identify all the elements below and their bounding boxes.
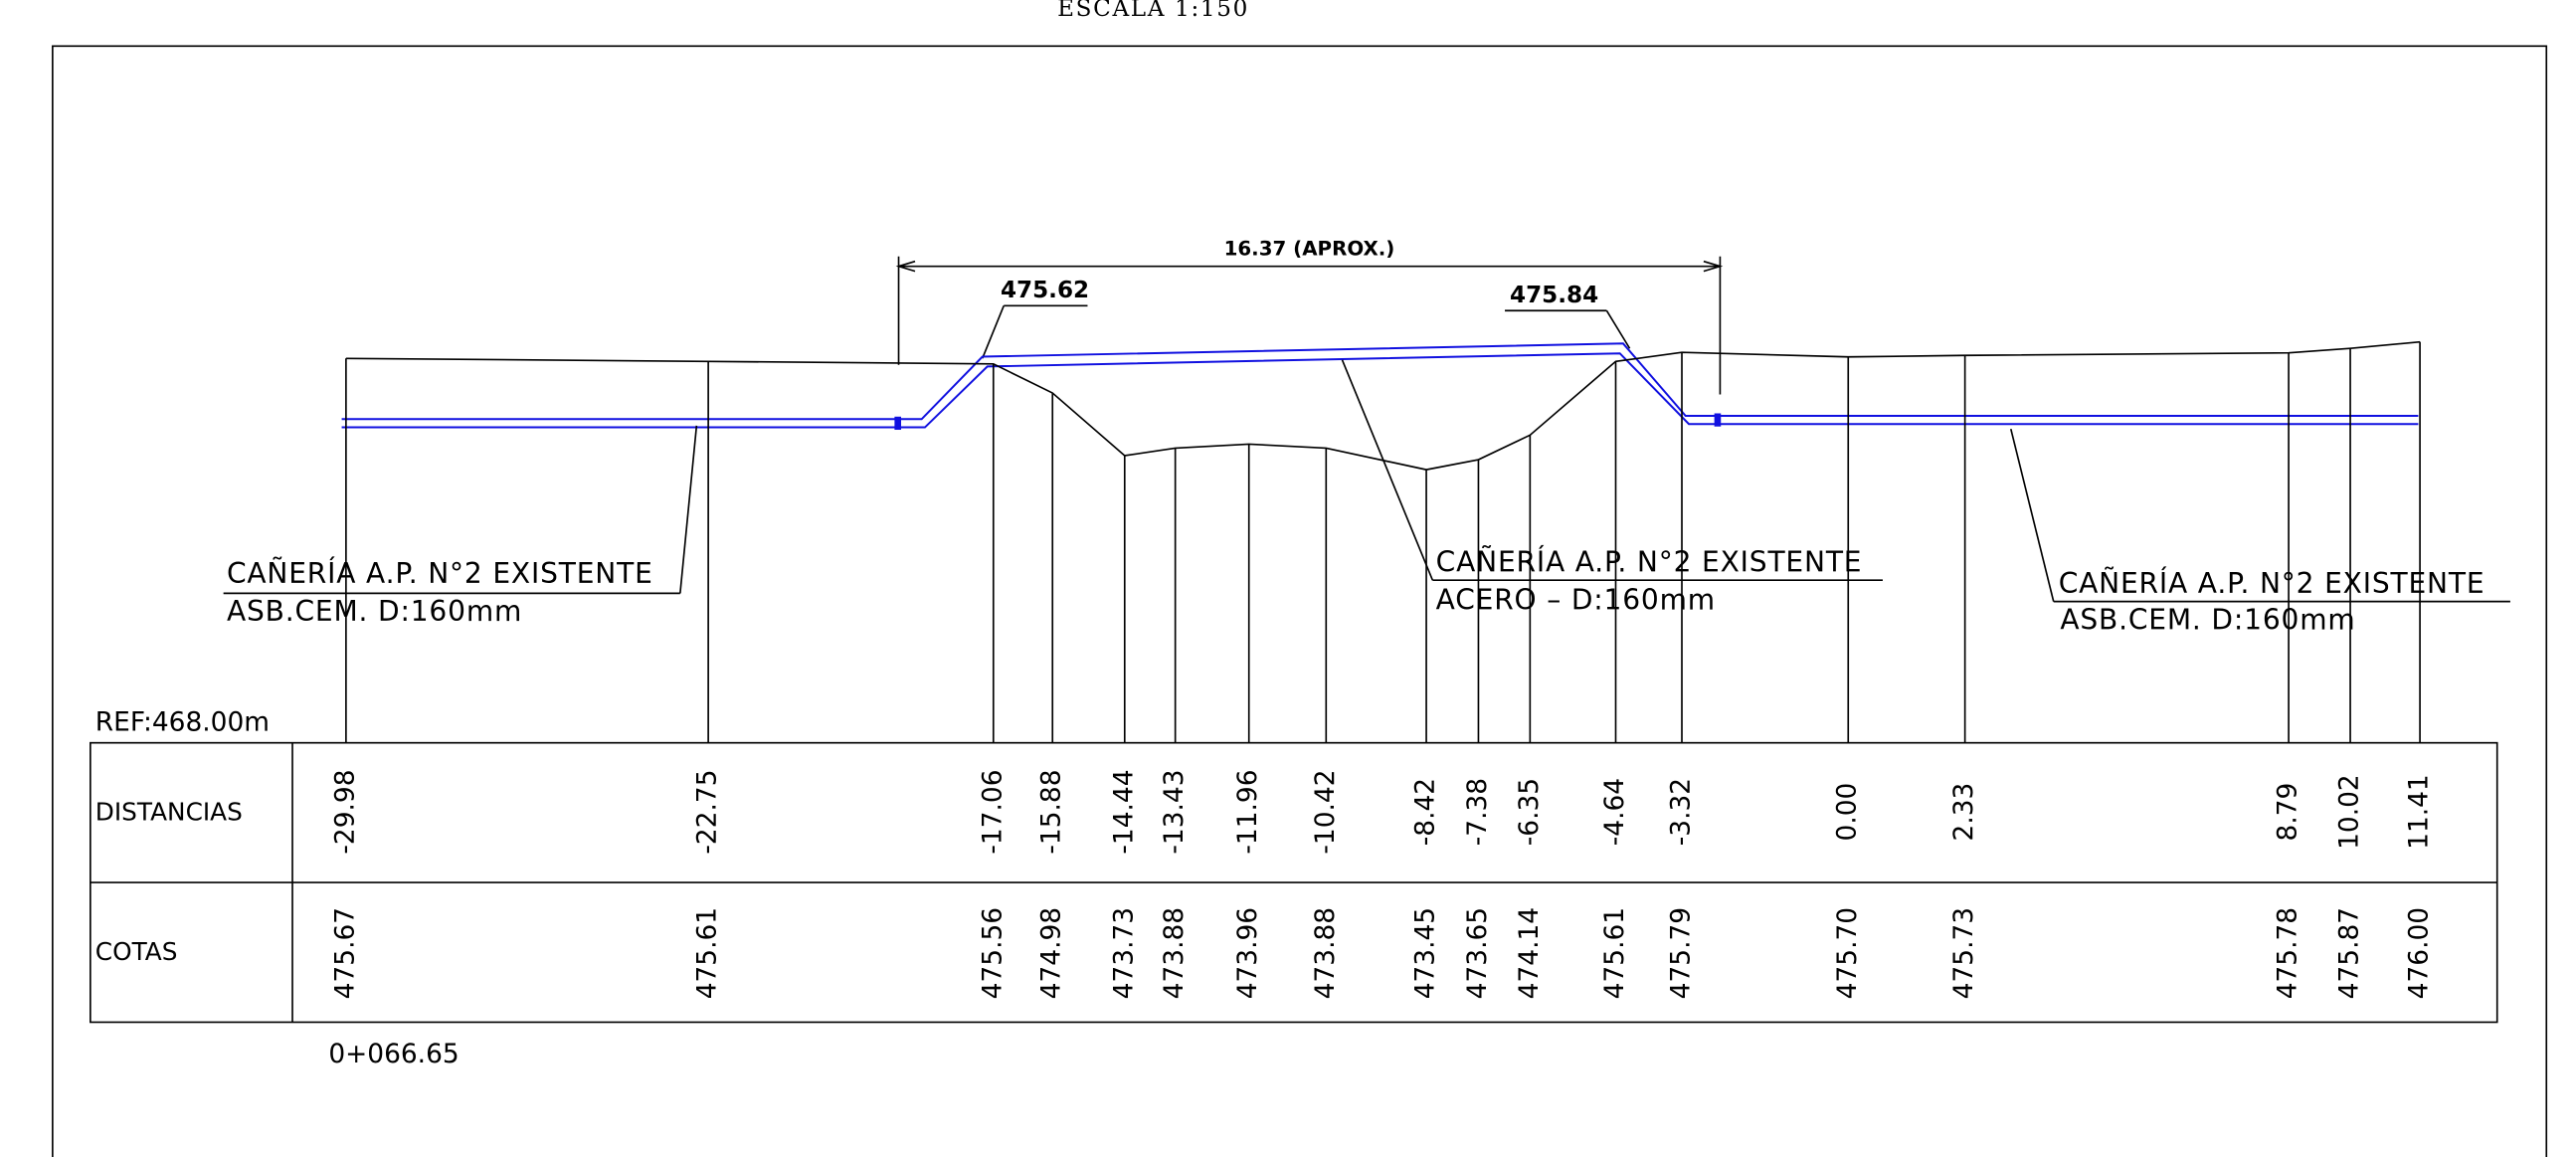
distance-label: -29.98 (329, 769, 360, 854)
distance-label: -10.42 (1310, 769, 1341, 854)
distance-label: -8.42 (1410, 778, 1441, 846)
cota-label: 473.88 (1159, 907, 1190, 999)
pipe-label: ACERO – D:160mm (1436, 584, 1716, 617)
distance-label: -15.88 (1036, 769, 1067, 854)
elevation-label: 475.62 (1001, 278, 1089, 303)
cota-label: 474.14 (1514, 907, 1545, 999)
leader (679, 425, 698, 594)
cota-label: 475.67 (329, 907, 360, 999)
frame (52, 45, 2548, 1157)
pipe-label: CAÑERÍA A.P. N°2 EXISTENTE (2059, 566, 2485, 600)
elevation-label: 475.84 (1510, 283, 1598, 308)
distance-label: -6.35 (1514, 778, 1545, 846)
leader (1605, 309, 1631, 349)
joint (1714, 413, 1722, 427)
cota-label: 475.78 (2273, 907, 2303, 999)
cota-label: 474.98 (1036, 907, 1067, 999)
cota-label: 476.00 (2404, 907, 2435, 999)
distance-label: -7.38 (1462, 778, 1493, 846)
row-header: COTAS (95, 937, 178, 966)
cota-label: 473.88 (1310, 907, 1341, 999)
pipe-label: ASB.CEM. D:160mm (2060, 603, 2355, 636)
joint (894, 416, 902, 431)
pipe-label: CAÑERÍA A.P. N°2 EXISTENTE (1436, 545, 1863, 579)
distance-label: -22.75 (692, 769, 723, 854)
cota-label: 473.45 (1410, 907, 1441, 999)
cota-label: 473.65 (1462, 907, 1493, 999)
cota-label: 475.61 (1599, 907, 1630, 999)
cota-label: 475.73 (1948, 907, 1979, 999)
cota-label: 475.61 (692, 907, 723, 999)
arrow (895, 260, 916, 273)
cota-label: 475.79 (1665, 907, 1696, 999)
distance-label: -3.32 (1665, 778, 1696, 846)
station: 0+066.65 (328, 1039, 459, 1069)
distance-label: 8.79 (2273, 783, 2303, 842)
cota-label: 473.96 (1232, 907, 1263, 999)
dimension-label: 16.37 (APROX.) (1224, 238, 1395, 261)
distance-label: 2.33 (1948, 783, 1979, 842)
distance-label: -4.64 (1599, 778, 1630, 846)
pipe-label: ASB.CEM. D:160mm (227, 595, 522, 628)
cota-label: 475.87 (2334, 907, 2365, 999)
cota-label: 473.73 (1108, 907, 1139, 999)
leader (2009, 428, 2055, 602)
ground-profile (345, 340, 2421, 471)
distance-label: -13.43 (1159, 769, 1190, 854)
ref-label: REF:468.00m (95, 706, 270, 737)
leader (1341, 359, 1434, 581)
distance-label: -11.96 (1232, 769, 1263, 854)
cota-label: 475.70 (1832, 907, 1863, 999)
distance-label: 11.41 (2404, 774, 2435, 850)
pipe-label: CAÑERÍA A.P. N°2 EXISTENTE (227, 556, 653, 590)
distance-label: 10.02 (2334, 774, 2365, 850)
distance-label: -17.06 (977, 769, 1008, 854)
leader (982, 304, 1006, 359)
arrow (1703, 260, 1724, 273)
row-header: DISTANCIAS (95, 798, 243, 827)
scale-title: ESCALA 1:150 (1057, 0, 1249, 22)
distance-label: -14.44 (1108, 769, 1139, 854)
cota-label: 475.56 (977, 907, 1008, 999)
distance-label: 0.00 (1832, 783, 1863, 842)
